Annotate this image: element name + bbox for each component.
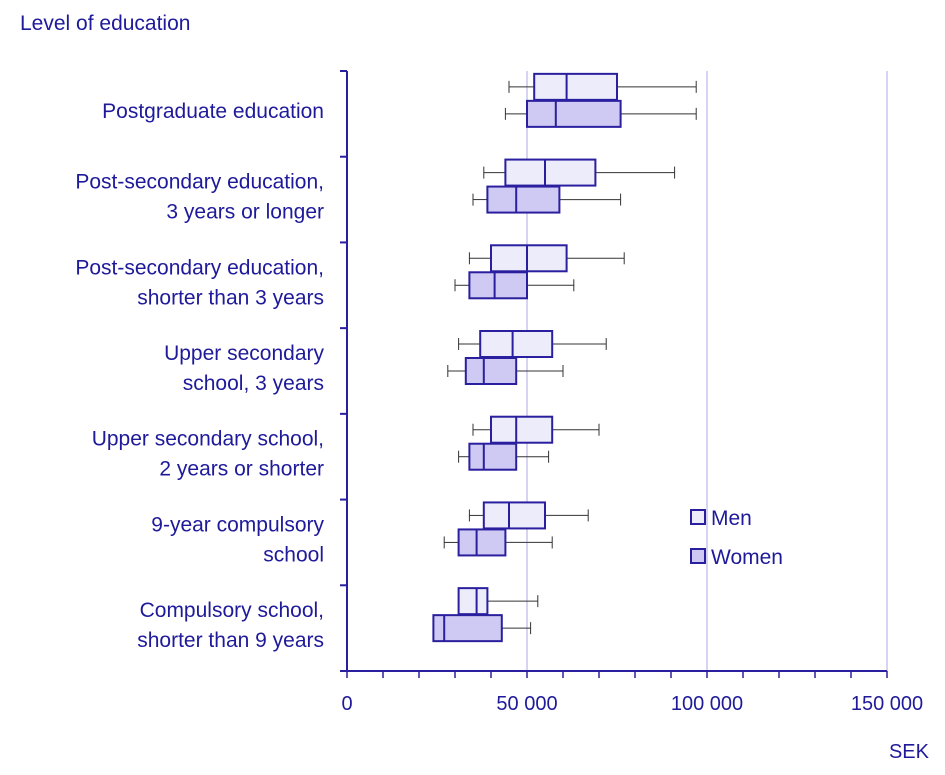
box-series [432,72,697,643]
box-women [443,528,553,557]
box-iqr [490,415,554,444]
legend: Men Women [690,507,783,569]
legend-label-women: Women [711,546,783,569]
box-men [458,330,607,358]
box-iqr [464,357,518,385]
box-men [457,587,539,616]
box-iqr [504,158,597,187]
box-iqr [486,185,561,214]
category-label-line: school [263,543,324,566]
category-label: Post-secondary education, 3 years or long… [75,171,324,224]
box-men [468,501,589,530]
category-label-line: 9-year compulsory [151,513,324,536]
box-women [454,271,575,300]
box-iqr [526,99,622,128]
box-iqr [468,442,518,471]
category-label-line: shorter than 9 years [137,629,324,652]
box-women [447,357,564,385]
box-iqr [457,528,507,557]
x-tick-label: 50 000 [496,693,557,715]
category-label: Upper secondary school, 2 years or shorte… [92,428,324,481]
box-women [504,99,697,128]
category-label-line: Post-secondary education, [75,171,324,194]
box-iqr [479,330,554,358]
category-label-line: Postgraduate education [102,100,324,123]
category-label: Postgraduate education [102,100,324,123]
category-label-line: Compulsory school, [140,599,324,622]
x-tick-label: 0 [341,693,352,715]
category-labels: Postgraduate education Post-secondary edu… [75,100,324,652]
category-label: Post-secondary education, shorter than 3 … [75,256,324,309]
box-iqr [468,271,528,300]
box-men [472,415,600,444]
legend-swatch-men [690,509,706,525]
box-women [472,185,622,214]
category-label: Compulsory school, shorter than 9 years [137,599,324,652]
box-iqr [482,501,546,530]
x-axis-unit-label: SEK [889,741,930,763]
category-label: Upper secondary school, 3 years [164,342,324,395]
category-label-line: Upper secondary [164,342,324,365]
axes: Level of education SEK 0 50 000 100 000 150… [20,12,930,763]
box-iqr [490,244,568,273]
box-iqr [457,587,489,616]
category-label-line: 2 years or shorter [159,458,324,481]
box-men [508,72,697,101]
box-men [468,244,625,273]
category-label: 9-year compulsory school [151,513,324,566]
category-label-line: school, 3 years [183,372,324,395]
box-women [432,614,532,643]
legend-swatch-women [690,548,706,564]
box-men [483,158,676,187]
legend-label-men: Men [711,507,752,530]
x-tick-label: 150 000 [851,693,923,715]
box-women [458,442,550,471]
category-label-line: Post-secondary education, [75,256,324,279]
box-iqr [432,614,503,643]
box-iqr [533,72,619,101]
category-label-line: Upper secondary school, [92,428,324,451]
category-label-line: 3 years or longer [166,201,324,224]
y-axis-title: Level of education [20,12,190,35]
x-tick-label: 100 000 [671,693,743,715]
category-label-line: shorter than 3 years [137,286,324,309]
